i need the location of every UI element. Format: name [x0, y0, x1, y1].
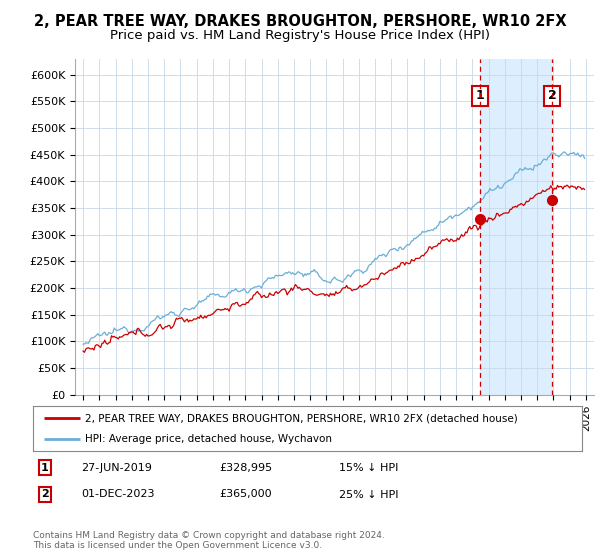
Text: 2: 2 [41, 489, 49, 500]
Text: 1: 1 [476, 89, 485, 102]
Text: Price paid vs. HM Land Registry's House Price Index (HPI): Price paid vs. HM Land Registry's House … [110, 29, 490, 42]
Text: 15% ↓ HPI: 15% ↓ HPI [339, 463, 398, 473]
Text: £328,995: £328,995 [219, 463, 272, 473]
Text: £365,000: £365,000 [219, 489, 272, 500]
Text: Contains HM Land Registry data © Crown copyright and database right 2024.
This d: Contains HM Land Registry data © Crown c… [33, 530, 385, 550]
Text: 01-DEC-2023: 01-DEC-2023 [81, 489, 155, 500]
Text: 1: 1 [41, 463, 49, 473]
Text: 27-JUN-2019: 27-JUN-2019 [81, 463, 152, 473]
Text: 25% ↓ HPI: 25% ↓ HPI [339, 489, 398, 500]
Bar [481, 59, 552, 395]
Text: 2, PEAR TREE WAY, DRAKES BROUGHTON, PERSHORE, WR10 2FX (detached house): 2, PEAR TREE WAY, DRAKES BROUGHTON, PERS… [85, 413, 518, 423]
Text: HPI: Average price, detached house, Wychavon: HPI: Average price, detached house, Wych… [85, 433, 332, 444]
Text: 2, PEAR TREE WAY, DRAKES BROUGHTON, PERSHORE, WR10 2FX: 2, PEAR TREE WAY, DRAKES BROUGHTON, PERS… [34, 14, 566, 29]
Text: 2: 2 [548, 89, 557, 102]
